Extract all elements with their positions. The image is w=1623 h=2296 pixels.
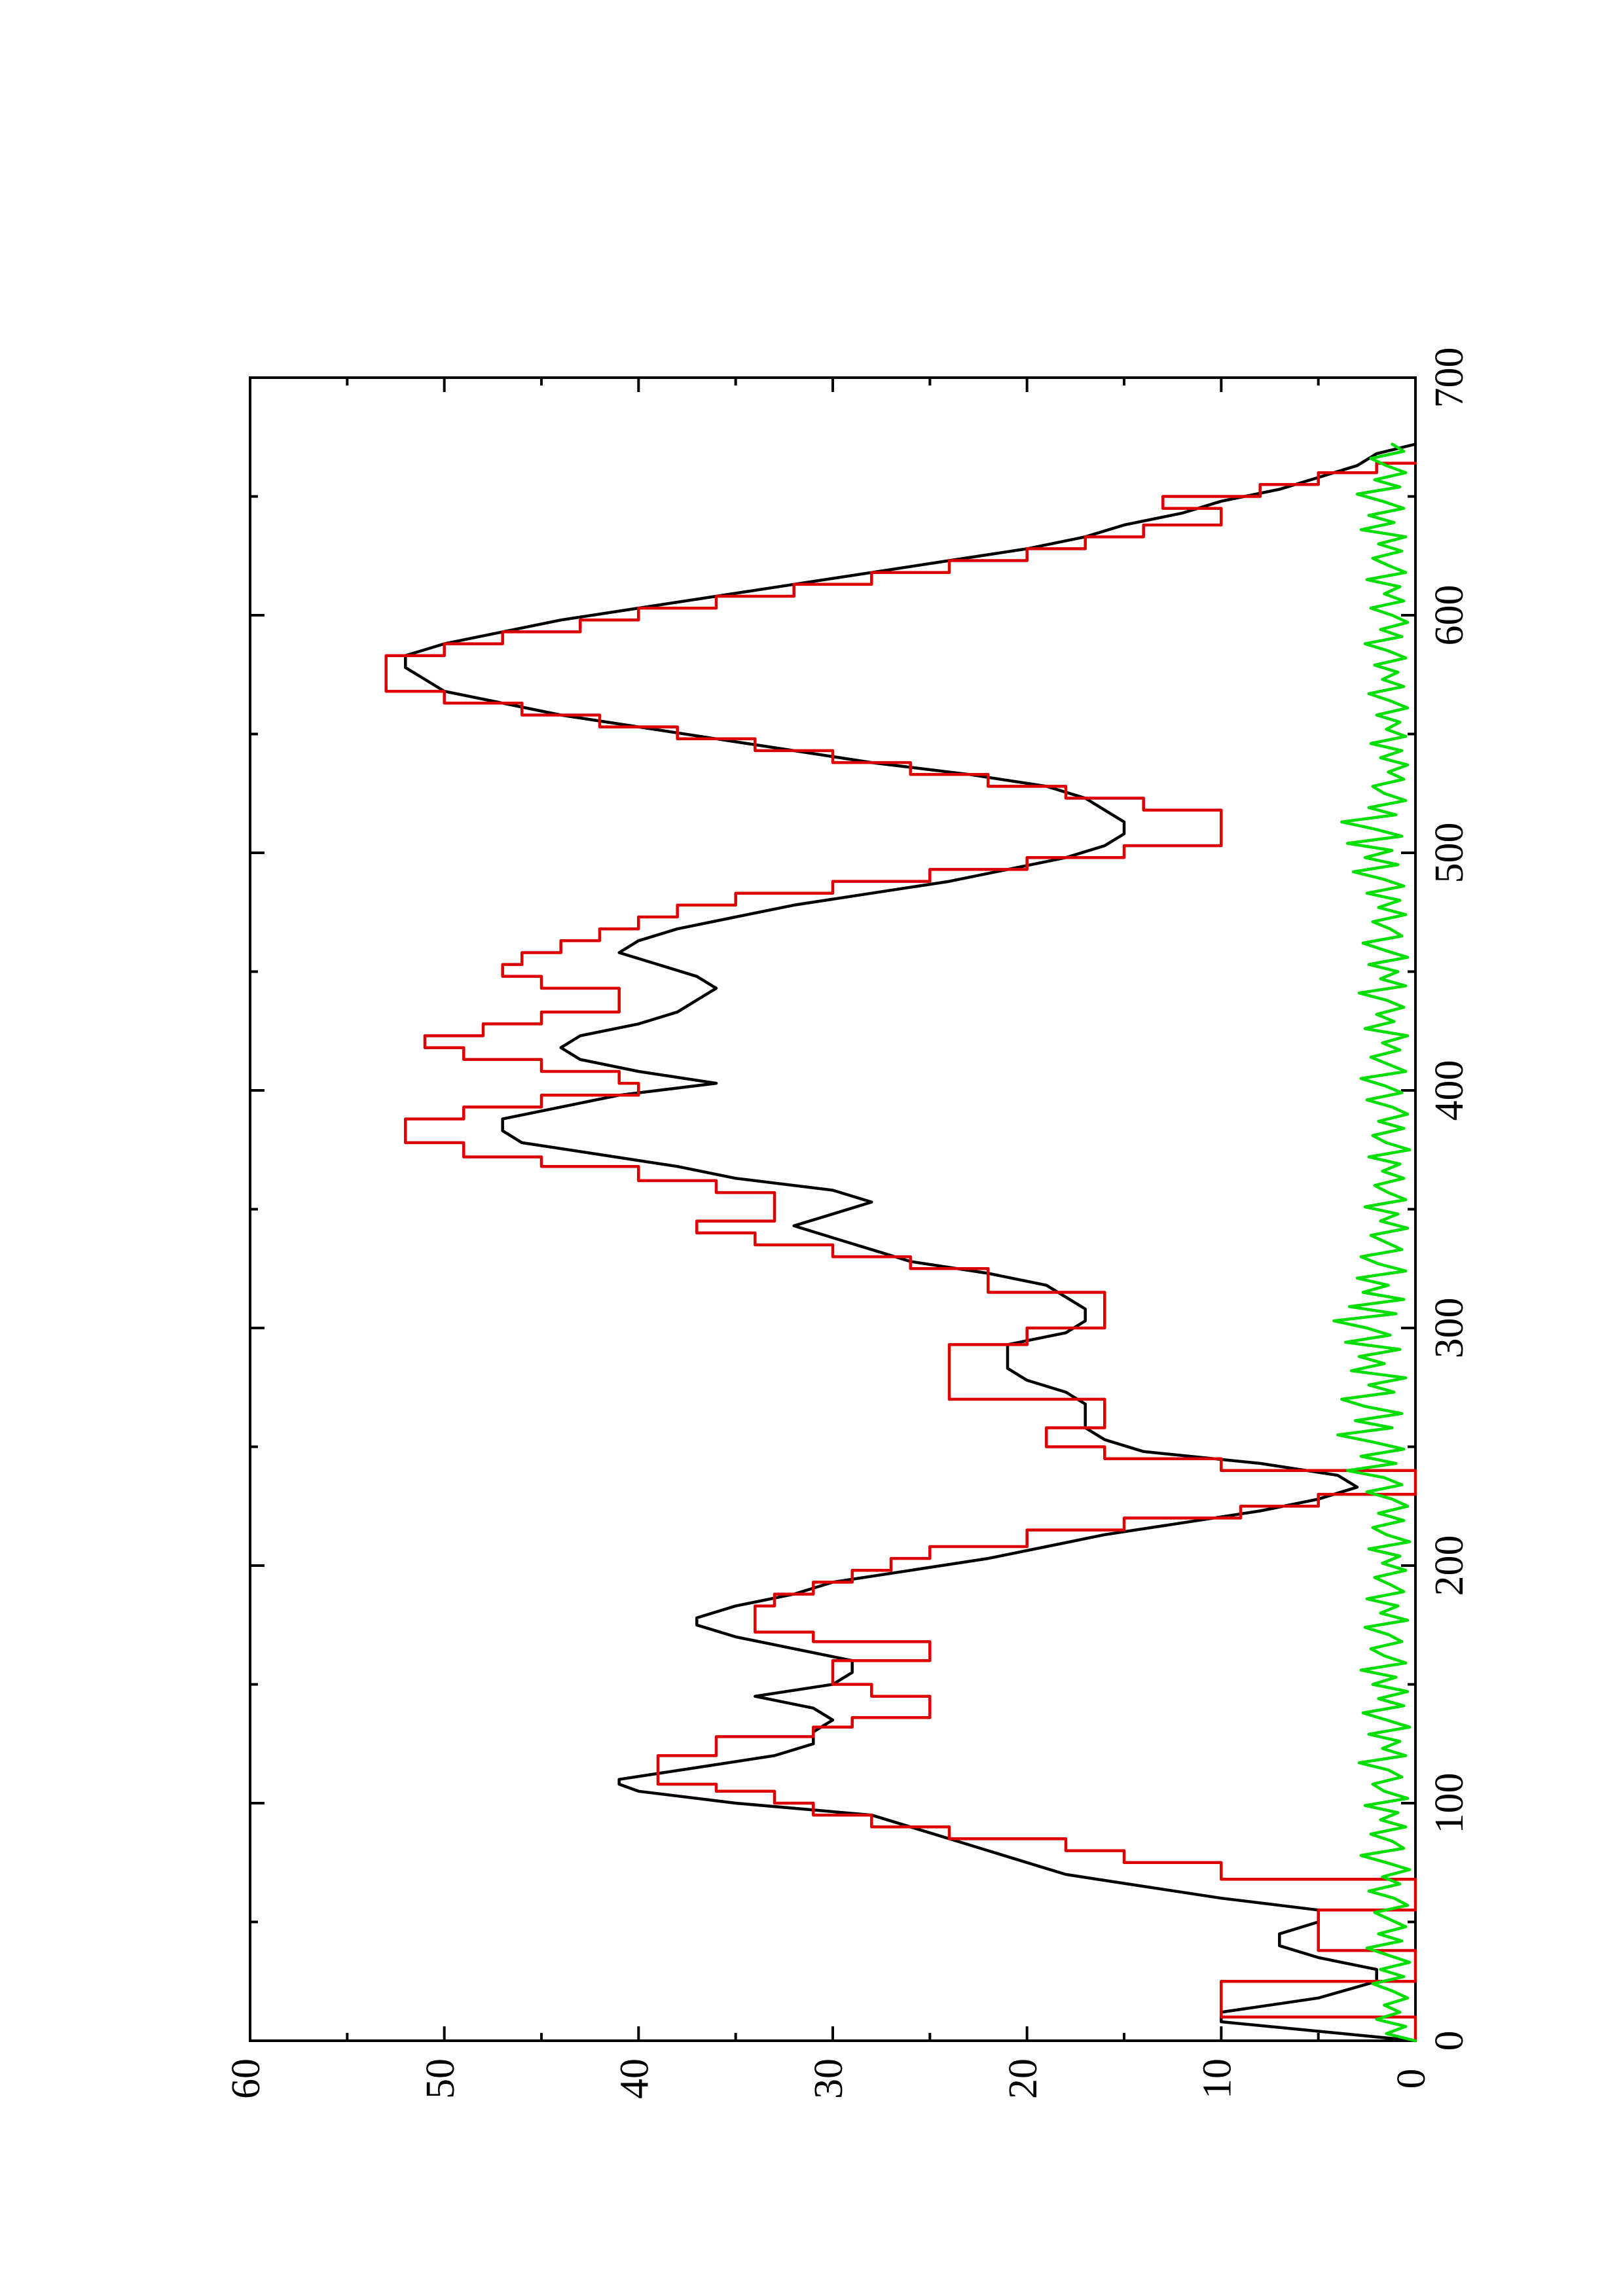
tick-labels-group: 0 100 200 300 400 500 600 700 0 10 20 30 40 50 60 xyxy=(224,348,1472,2100)
series-group xyxy=(384,442,1417,2043)
x-tick-label: 300 xyxy=(1427,1298,1472,1359)
y-tick-label: 20 xyxy=(1001,2058,1046,2099)
y-tick-label: 0 xyxy=(1389,2069,1434,2089)
x-tick-label: 600 xyxy=(1427,585,1472,646)
y-tick-label: 30 xyxy=(807,2058,851,2099)
x-tick-label: 500 xyxy=(1427,823,1472,884)
plot-frame xyxy=(249,376,1417,2042)
y-tick-label: 10 xyxy=(1195,2058,1240,2099)
x-tick-label: 0 xyxy=(1427,2031,1472,2051)
y-tick-label: 50 xyxy=(418,2058,463,2099)
x-tick-label: 200 xyxy=(1427,1535,1472,1596)
x-tick-label: 700 xyxy=(1427,348,1472,408)
y-tick-label: 60 xyxy=(224,2058,268,2099)
series-line-3 xyxy=(1332,442,1417,2043)
x-tick-label: 400 xyxy=(1427,1060,1472,1121)
ticks-group xyxy=(249,376,1417,2042)
series-line-2 xyxy=(384,461,1417,2043)
series-line-1 xyxy=(404,442,1417,2043)
x-tick-label: 100 xyxy=(1427,1773,1472,1834)
y-tick-label: 40 xyxy=(613,2058,657,2099)
